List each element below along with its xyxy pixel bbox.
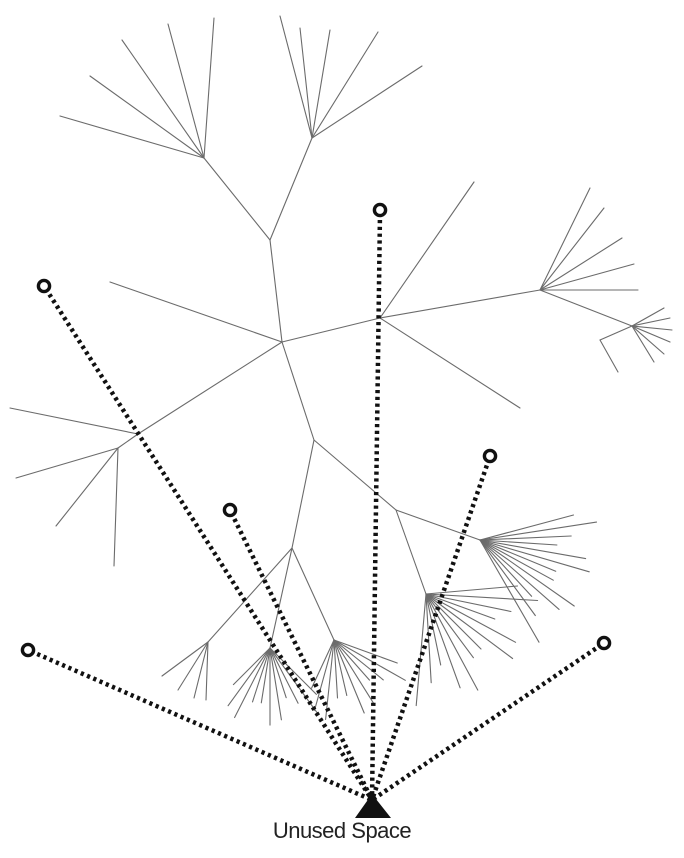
dotted-ray: [36, 651, 373, 803]
fan-leaf-line: [333, 639, 339, 699]
fan-leaf-line: [425, 593, 482, 650]
fan-leaf-line: [313, 639, 335, 711]
branching-tree: [9, 15, 673, 701]
ring-marker-icon: [36, 278, 52, 294]
ring-marker-icon: [372, 202, 388, 218]
fan-leaf-line: [251, 647, 271, 703]
fan-leaf-line: [479, 539, 587, 560]
fan-leaf-line: [269, 647, 299, 704]
dotted-ray: [370, 646, 597, 802]
ring-marker-icon: [222, 502, 238, 518]
dotted-ray: [232, 518, 375, 801]
fan-leaf-line: [425, 593, 496, 620]
fan-leaf-line: [479, 514, 575, 541]
ring-marker-icon: [20, 642, 36, 658]
fan-leaf-line: [479, 539, 557, 572]
fan-leaves: [227, 514, 598, 726]
ray-endpoints: [20, 202, 612, 658]
fan-leaf-line: [425, 593, 432, 684]
fan-leaf-line: [415, 593, 427, 707]
dotted-ray: [369, 219, 383, 801]
fan-leaf-line: [479, 539, 558, 546]
fan-leaf-line: [425, 585, 519, 595]
fan-leaf-line: [425, 593, 461, 689]
fan-leaf-line: [479, 539, 533, 597]
fan-leaf-line: [260, 647, 271, 704]
fan-leaf-line: [479, 539, 536, 617]
fan-leaf-line: [234, 647, 271, 719]
fan-leaf-line: [425, 593, 474, 659]
unused-space-label: Unused Space: [272, 818, 412, 843]
fan-leaf-line: [479, 539, 554, 581]
fan-leaf-line: [479, 521, 598, 541]
fan-leaf-line: [227, 647, 271, 707]
fan-leaf-line: [269, 647, 317, 695]
fan-leaf-line: [333, 639, 398, 664]
fan-leaf-line: [479, 539, 540, 643]
fan-leaf-line: [333, 639, 365, 714]
fan-leaf-line: [269, 647, 282, 721]
fan-leaf-line: [333, 639, 348, 697]
ring-marker-icon: [596, 635, 612, 651]
ring-marker-icon: [482, 448, 498, 464]
fan-leaf-line: [333, 639, 406, 681]
fan-leaf-line: [232, 647, 271, 686]
fan-leaf-line: [479, 539, 560, 610]
dotted-ray: [47, 293, 374, 802]
dotted-ray: [369, 464, 489, 801]
fan-leaf-line: [333, 639, 375, 704]
fan-leaf-line: [333, 639, 371, 681]
fan-leaf-line: [479, 535, 572, 541]
fan-leaf-line: [425, 593, 442, 666]
fan-leaf-line: [269, 647, 287, 699]
fan-leaf-line: [311, 639, 335, 689]
fan-leaf-line: [425, 593, 512, 613]
fan-leaf-line: [479, 539, 590, 573]
fan-leaf-line: [333, 639, 384, 681]
fan-leaf-line: [425, 593, 479, 691]
fan-leaf-line: [325, 639, 335, 721]
fan-leaf-line: [425, 593, 514, 660]
dotted-rays: [36, 219, 597, 803]
triangle-apex-icon: [355, 794, 391, 818]
fan-leaf-line: [479, 539, 575, 607]
